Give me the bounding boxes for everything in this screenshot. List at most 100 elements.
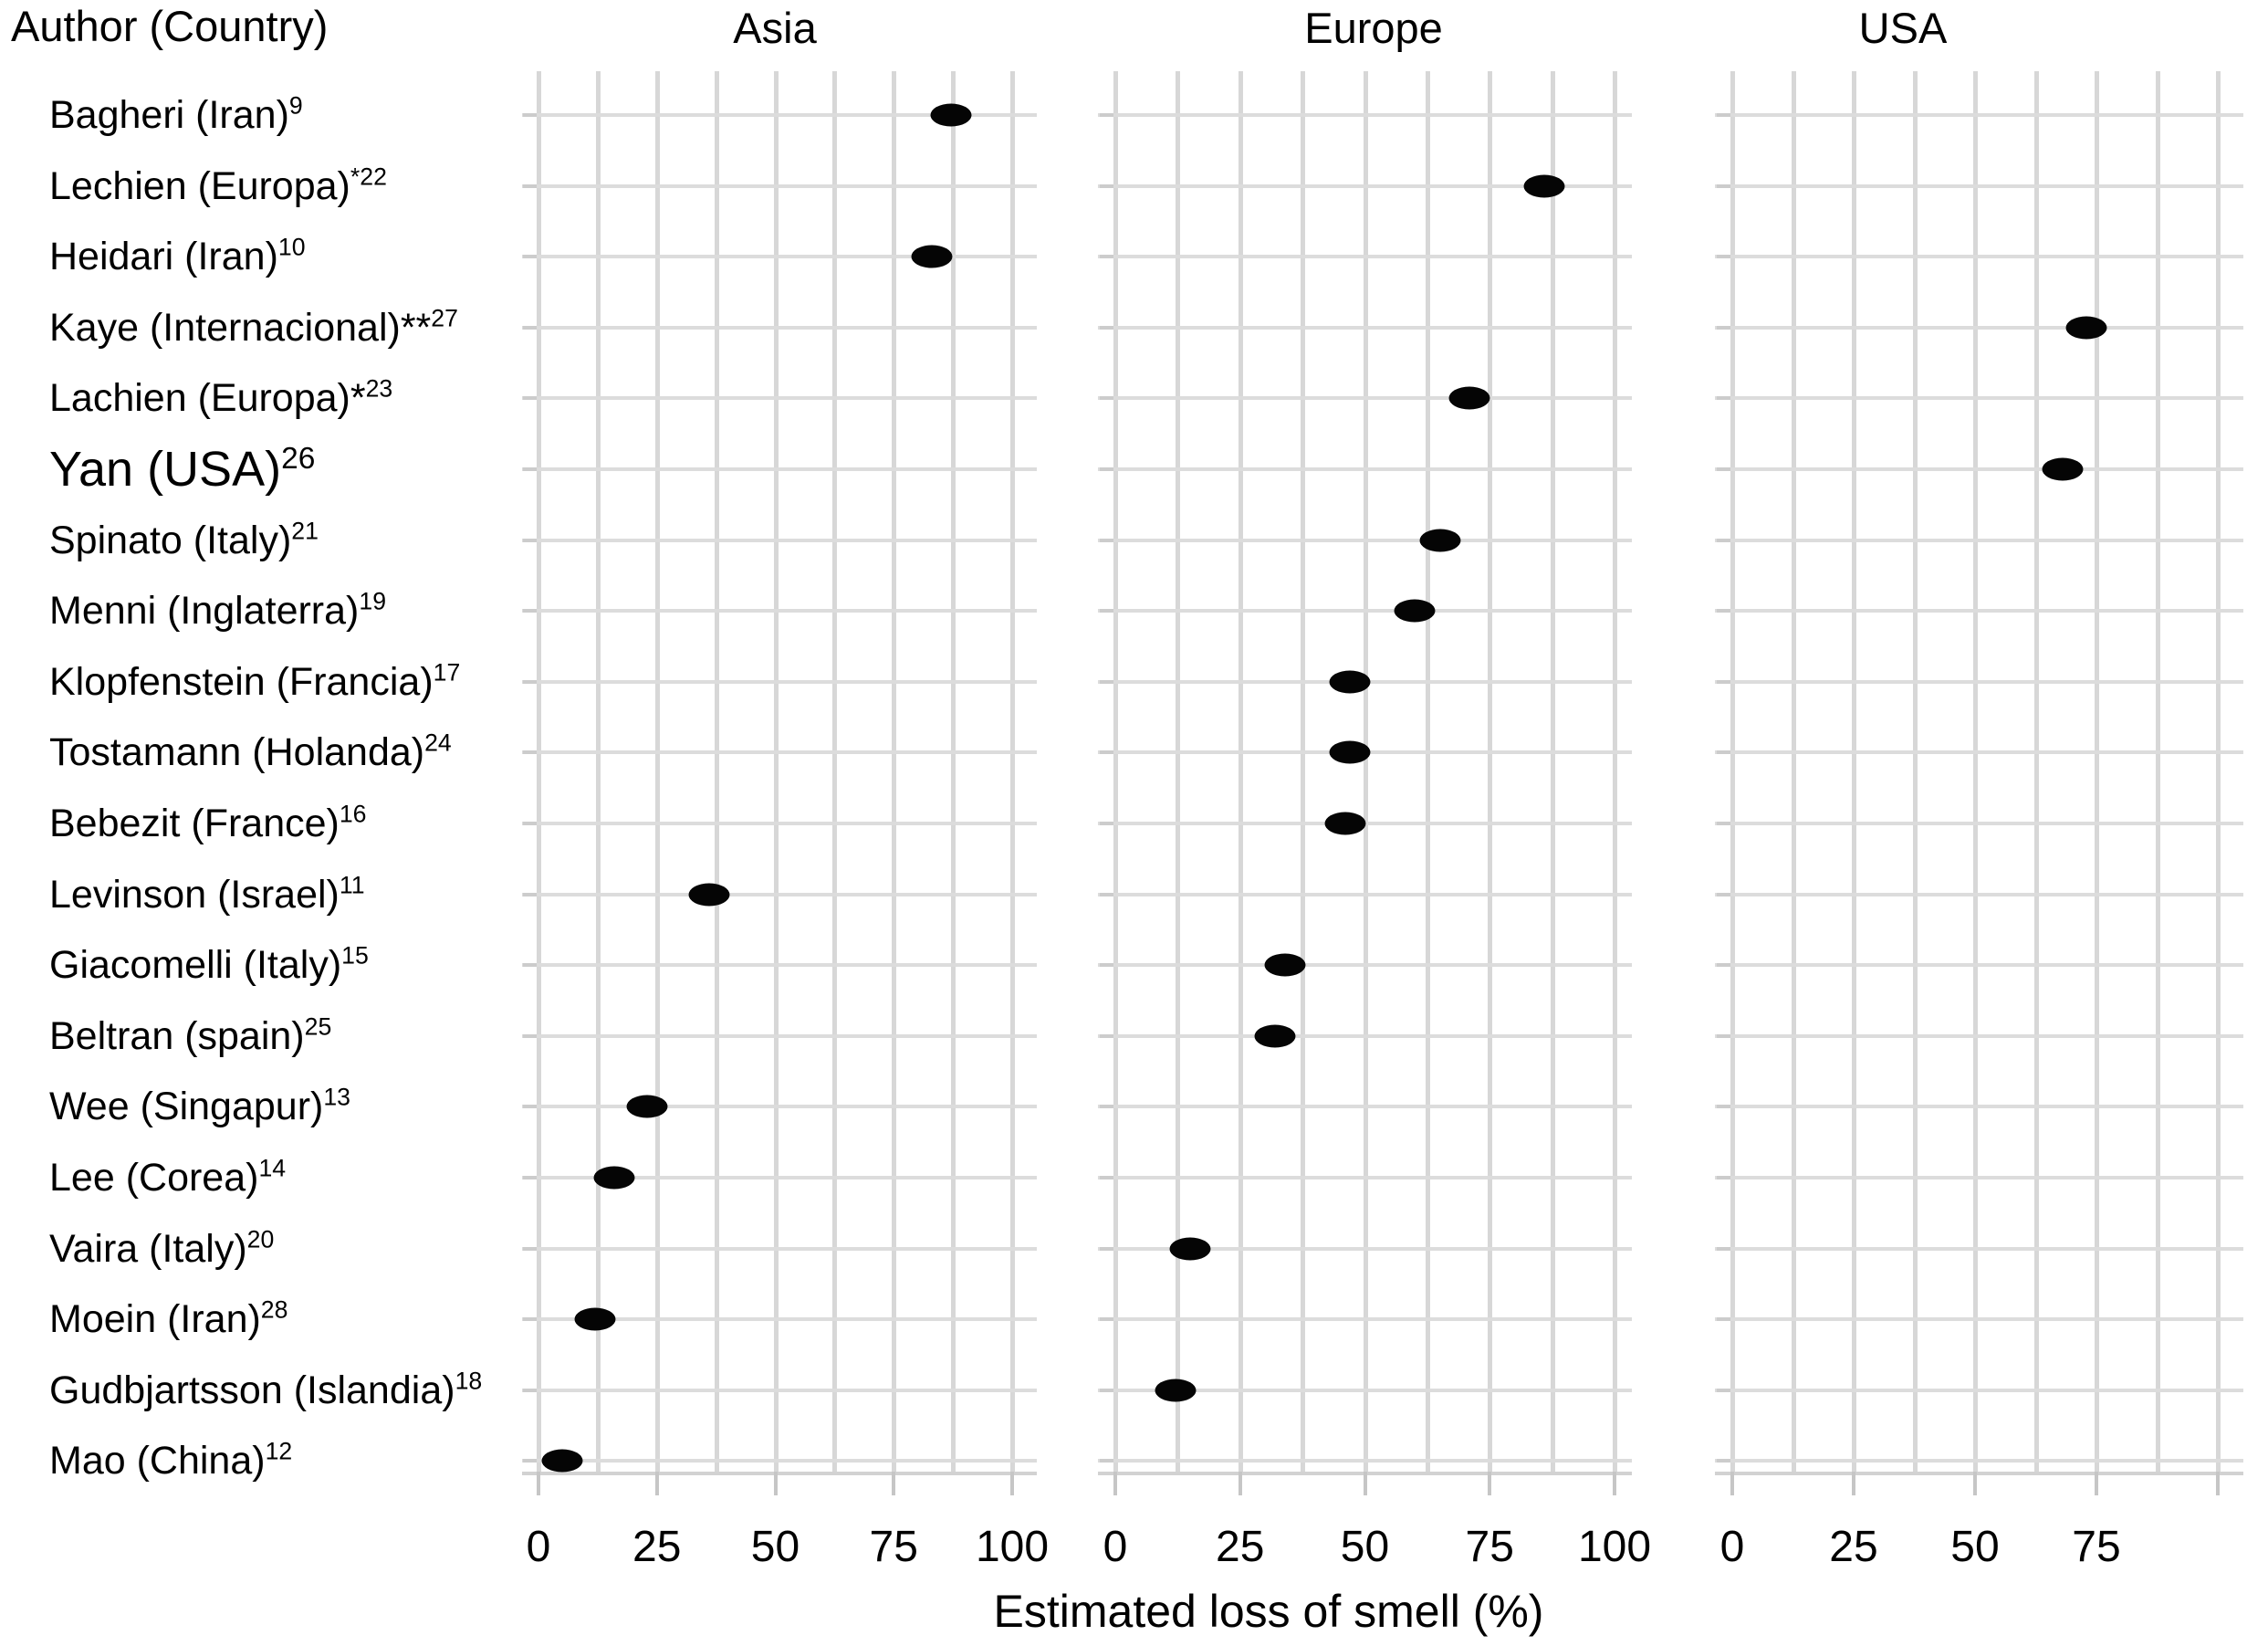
y-tick-mark: [1100, 679, 1113, 684]
x-tick-mark: [1488, 1472, 1492, 1495]
gridline-vertical: [595, 71, 601, 1472]
data-point-dot: [541, 1449, 583, 1473]
y-tick-mark: [1717, 822, 1730, 825]
data-point-dot: [2042, 457, 2084, 481]
gridline-vertical: [1730, 71, 1735, 1472]
row-label: Moein (Iran)28: [49, 1295, 288, 1342]
y-tick-mark: [1717, 679, 1730, 684]
gridline-horizontal: [522, 822, 1037, 825]
gridline-vertical: [773, 71, 779, 1472]
x-tick-mark: [1973, 1472, 1977, 1495]
y-tick-mark: [1717, 1246, 1730, 1251]
gridline-vertical: [1852, 71, 1856, 1472]
gridline-horizontal: [1715, 1388, 2243, 1392]
gridline-horizontal: [1098, 1246, 1632, 1251]
row-label: Spinato (Italy)21: [49, 517, 319, 562]
gridline-horizontal: [1715, 1176, 2243, 1179]
y-tick-mark: [523, 1246, 537, 1251]
y-tick-mark: [1100, 1105, 1113, 1109]
gridline-vertical: [2155, 71, 2160, 1472]
facet-header-europe: Europe: [1304, 4, 1443, 52]
x-tick-label: 75: [1465, 1523, 1514, 1571]
x-tick-mark: [1730, 1472, 1734, 1495]
y-tick-mark: [1717, 1388, 1730, 1392]
data-point-dot: [1394, 599, 1436, 623]
row-label: Klopfenstein (Francia)17: [49, 658, 461, 704]
gridline-horizontal: [522, 325, 1037, 330]
x-tick-label: 100: [1577, 1523, 1652, 1571]
data-point-dot: [593, 1166, 635, 1190]
y-tick-mark: [1100, 609, 1113, 613]
x-tick-mark: [654, 1472, 659, 1495]
y-tick-mark: [523, 1317, 537, 1322]
y-tick-mark: [1717, 1317, 1730, 1322]
x-tick-mark: [1113, 1472, 1117, 1495]
y-tick-mark: [1100, 1033, 1113, 1038]
y-tick-mark: [1100, 183, 1113, 188]
y-tick-mark: [1717, 609, 1730, 613]
gridline-horizontal: [522, 1317, 1037, 1322]
row-label: Levinson (Israel)11: [49, 871, 365, 917]
x-tick-mark: [1010, 1472, 1014, 1495]
facet-header-usa: USA: [1858, 4, 1948, 52]
gridline-horizontal: [1098, 1105, 1632, 1109]
y-tick-mark: [1100, 113, 1113, 117]
y-tick-mark: [1717, 396, 1730, 401]
y-tick-mark: [1717, 467, 1730, 471]
y-tick-mark: [1100, 1459, 1113, 1463]
x-tick-label: 25: [632, 1523, 682, 1571]
gridline-vertical: [1613, 71, 1617, 1472]
gridline-vertical: [2033, 71, 2039, 1472]
x-tick-mark: [1613, 1472, 1616, 1495]
y-tick-mark: [1100, 822, 1113, 825]
data-point-dot: [574, 1307, 616, 1331]
row-label: Bagheri (Iran)9: [49, 91, 303, 137]
y-tick-mark: [1717, 750, 1730, 755]
gridline-horizontal: [1098, 538, 1632, 542]
gridline-horizontal: [1098, 1388, 1632, 1392]
gridline-horizontal: [1715, 183, 2243, 188]
gridline-vertical: [1238, 71, 1243, 1472]
y-tick-mark: [1717, 1459, 1730, 1463]
gridline-horizontal: [522, 679, 1037, 684]
y-tick-mark: [1717, 1176, 1730, 1179]
gridline-horizontal: [1098, 1176, 1632, 1179]
y-tick-mark: [523, 679, 537, 684]
row-label: Wee (Singapur)13: [49, 1084, 351, 1129]
gridline-horizontal: [1715, 679, 2243, 684]
row-label: Gudbjartsson (Islandia)18: [49, 1367, 483, 1412]
row-label: Yan (USA)26: [49, 442, 316, 497]
data-point-dot: [1254, 1024, 1296, 1048]
gridline-horizontal: [1098, 1459, 1632, 1463]
x-axis-title: Estimated loss of smell (%): [993, 1586, 1544, 1637]
gridline-vertical: [1425, 71, 1430, 1472]
gridline-horizontal: [1715, 963, 2243, 968]
x-tick-label: 100: [975, 1523, 1050, 1571]
y-tick-mark: [1100, 1388, 1113, 1392]
gridline-horizontal: [522, 1033, 1037, 1038]
y-tick-mark: [523, 750, 537, 755]
data-point-dot: [626, 1095, 668, 1118]
data-point-dot: [1448, 386, 1490, 410]
x-tick-mark: [892, 1472, 896, 1495]
y-tick-mark: [1100, 325, 1113, 330]
x-tick-label: 50: [1950, 1523, 2000, 1571]
gridline-vertical: [951, 71, 956, 1472]
gridline-horizontal: [522, 1246, 1037, 1251]
y-tick-mark: [1100, 1317, 1113, 1322]
gridline-horizontal: [1715, 1317, 2243, 1322]
y-tick-mark: [523, 467, 537, 471]
row-label: Bebezit (France)16: [49, 800, 367, 845]
data-point-dot: [1419, 529, 1461, 552]
gridline-horizontal: [522, 396, 1037, 401]
gridline-horizontal: [522, 963, 1037, 968]
y-tick-mark: [1717, 255, 1730, 259]
y-tick-mark: [523, 609, 537, 613]
y-tick-mark: [1100, 396, 1113, 401]
y-tick-mark: [523, 396, 537, 401]
gridline-horizontal: [522, 538, 1037, 542]
gridline-horizontal: [522, 892, 1037, 896]
data-point-dot: [930, 103, 972, 127]
gridline-vertical: [1912, 71, 1918, 1472]
y-tick-mark: [523, 1459, 537, 1463]
